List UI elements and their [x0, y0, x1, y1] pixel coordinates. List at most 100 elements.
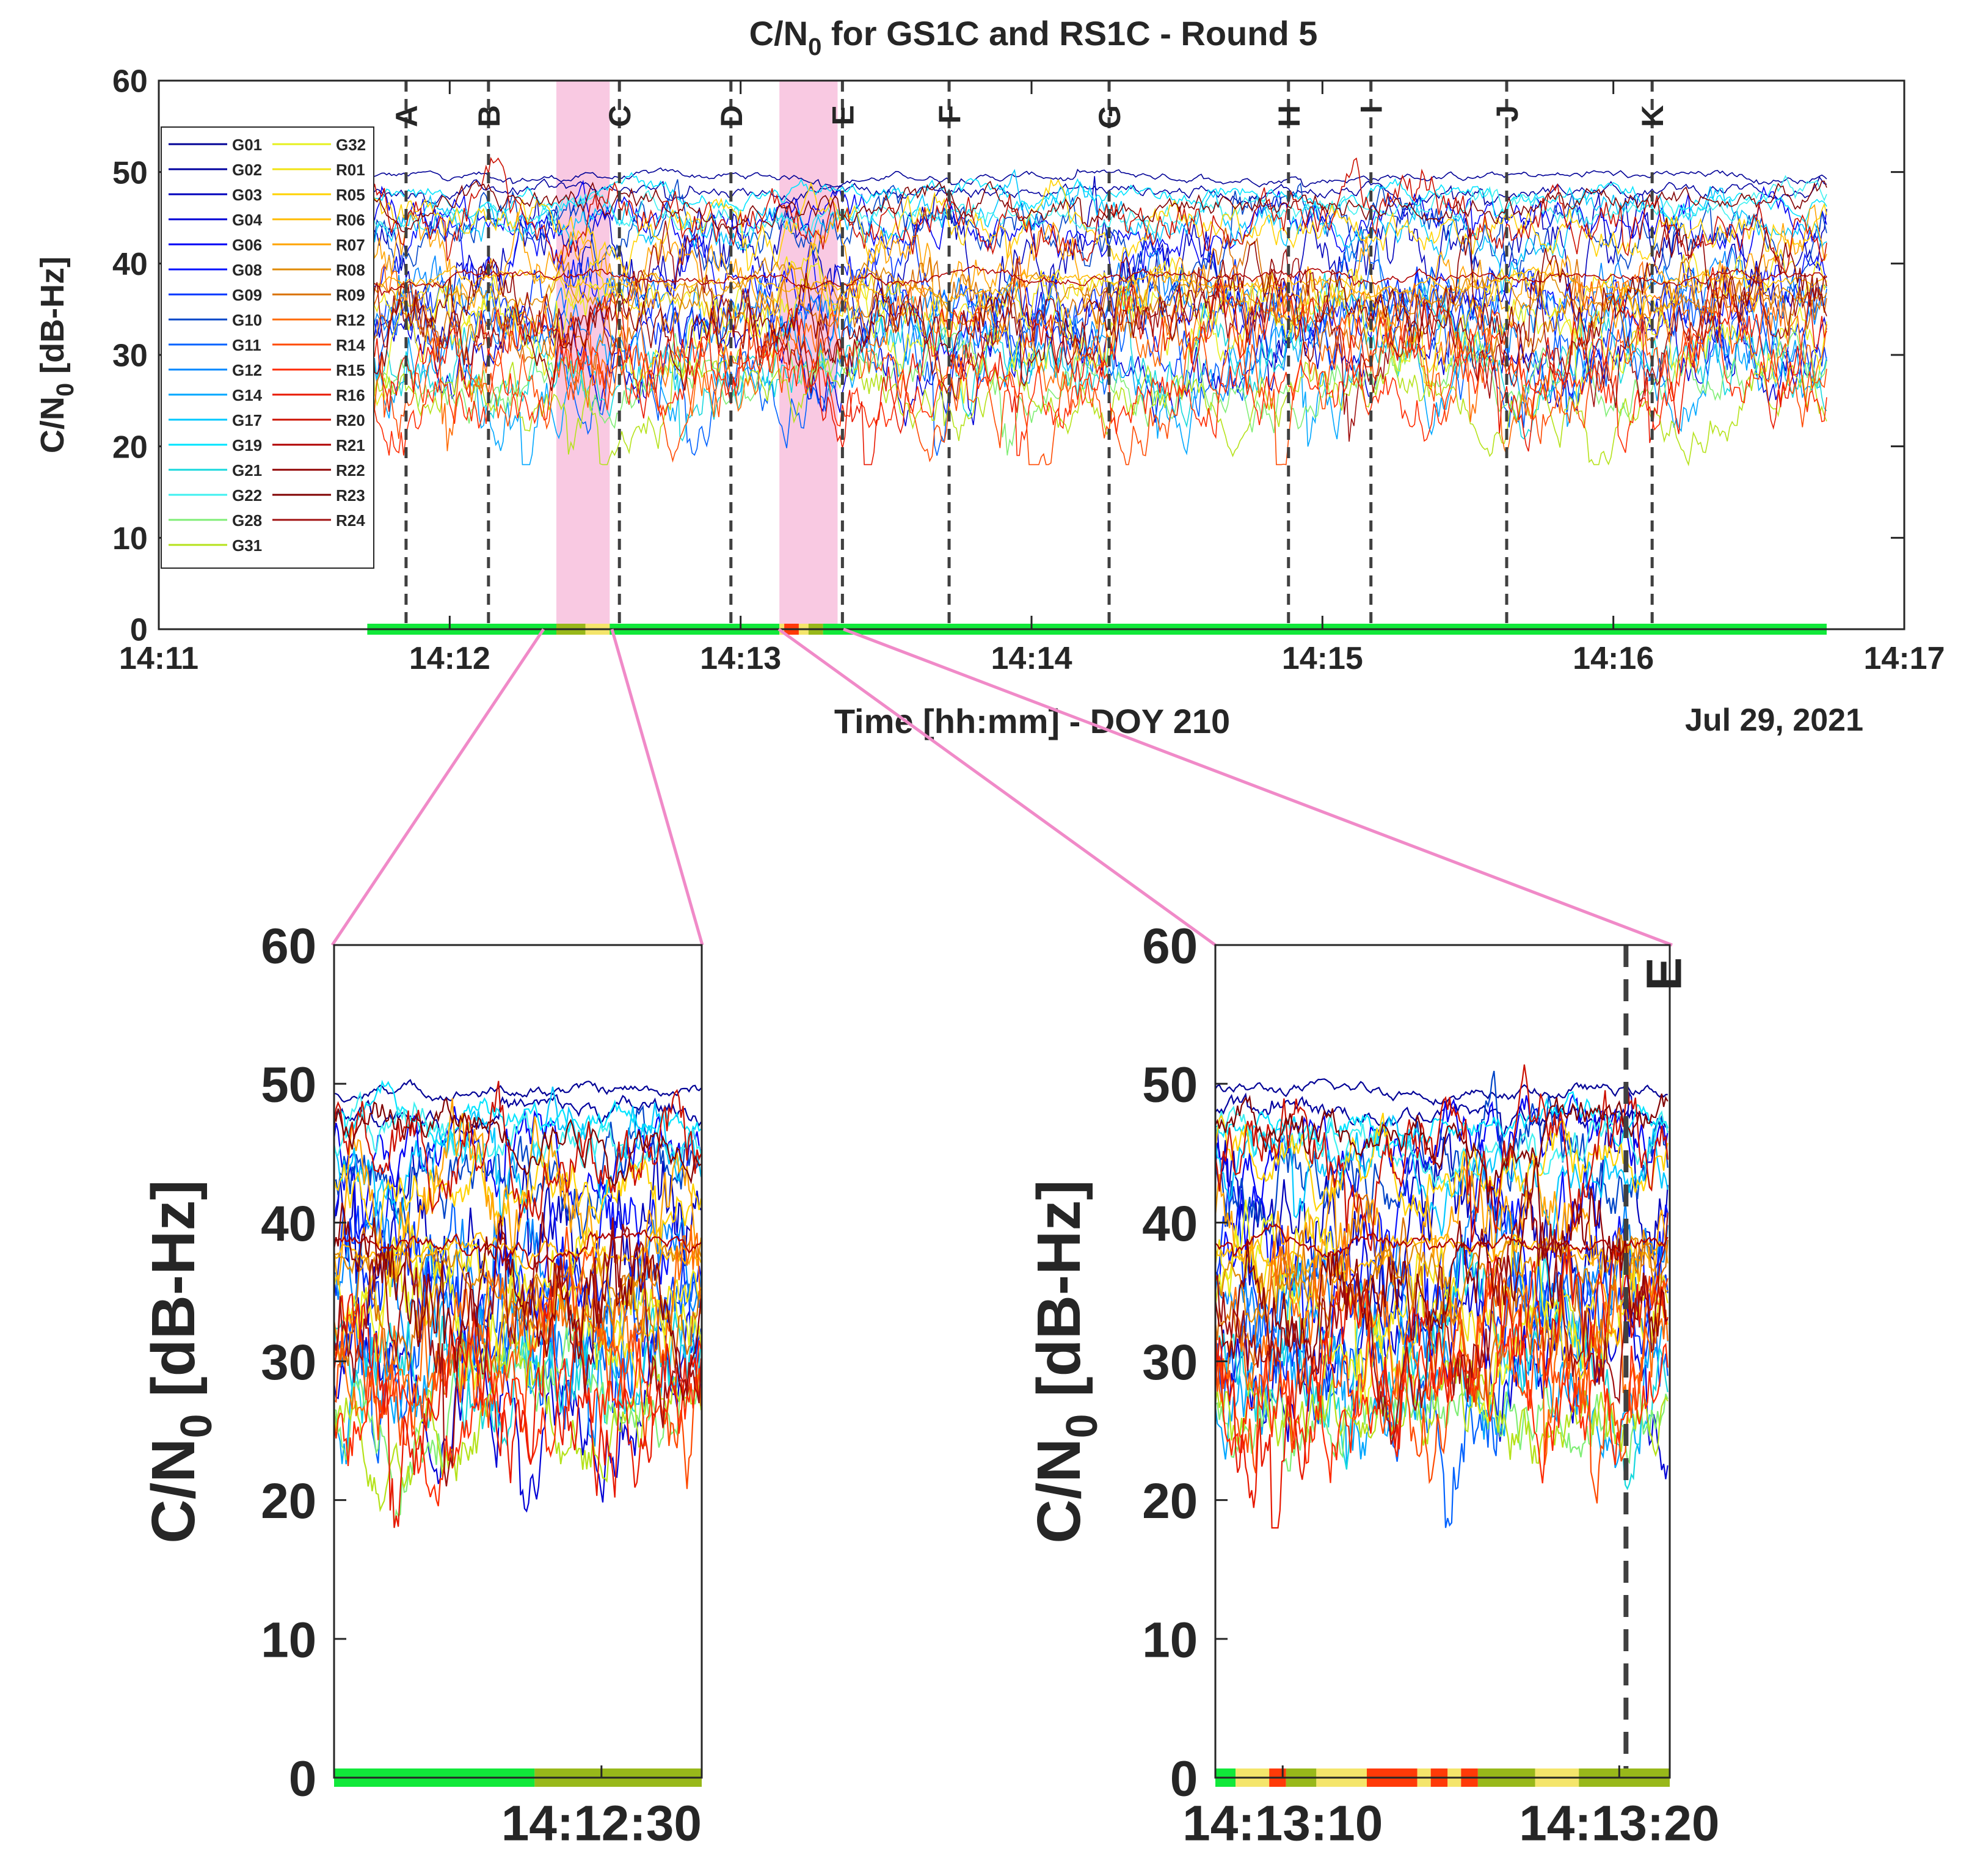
series-line-g02: [334, 1094, 702, 1145]
legend-label: G21: [232, 461, 262, 480]
y-tick-label: 20: [261, 1473, 316, 1529]
y-tick-label: 60: [261, 919, 316, 974]
event-label: D: [715, 105, 749, 127]
y-tick-label: 30: [1142, 1335, 1198, 1390]
y-tick-label: 20: [112, 429, 148, 465]
series-line-r15: [366, 310, 1827, 456]
legend-label: G22: [232, 486, 262, 505]
legend-label: G06: [232, 236, 262, 254]
legend-label: R15: [336, 361, 365, 379]
date-label: Jul 29, 2021: [1685, 703, 1863, 738]
series-line-g01: [334, 1079, 702, 1103]
y-tick-label: 50: [261, 1057, 316, 1113]
y-tick-label: 10: [261, 1612, 316, 1668]
series-line-r15: [334, 1323, 702, 1506]
legend-label: R22: [336, 461, 365, 480]
y-tick-label: 50: [112, 155, 148, 191]
main-series-lines: [366, 156, 1827, 467]
main-axis-ticks: 0 10 20 30 40 50 60 14:11 14:12 14:13 14:14 14:15 14…: [112, 64, 1945, 676]
series-line-r21: [334, 1229, 702, 1271]
y-tick-label: 60: [112, 64, 148, 100]
zoom1-axis-ticks: 0 10 20 30 40 50 60 14:12:30: [261, 919, 702, 1852]
series-line-r12: [366, 256, 1827, 457]
series-line-r09: [334, 1227, 702, 1395]
legend-label: R21: [336, 436, 365, 454]
series-line-r14: [366, 287, 1827, 465]
series-line-g10: [334, 1104, 701, 1240]
series-line-r16: [334, 1288, 702, 1528]
x-tick-label: 14:15: [1282, 641, 1363, 676]
main-ylabel: C/N0 [dB-Hz]: [34, 257, 79, 453]
zoom1-series-lines: [334, 1079, 702, 1528]
series-line-r23: [334, 1097, 702, 1186]
x-tick-label: 14:14: [991, 641, 1072, 676]
legend-label: G14: [232, 386, 263, 404]
series-line-r20: [1215, 1064, 1669, 1251]
y-tick-label: 50: [1142, 1057, 1198, 1113]
event-label: G: [1093, 105, 1127, 129]
x-tick-label: 14:17: [1864, 641, 1945, 676]
legend-label: G03: [232, 186, 262, 204]
legend-label: R23: [336, 486, 365, 505]
series-line-r08: [366, 257, 1827, 326]
series-line-g22: [1215, 1105, 1669, 1190]
zoom2-ylabel: C/N0 [dB-Hz]: [1025, 1180, 1107, 1543]
zoom2-axis-ticks: 0 10 20 30 40 50 60 14:13:10 14:13:20: [1142, 919, 1719, 1852]
connector-line: [777, 627, 1217, 947]
legend: G01 G02 G03 G04 G06 G08 G09 G10 G11 G12 G14 G17 G19 G…: [161, 126, 374, 569]
series-line-g19: [334, 1079, 702, 1146]
event-label: A: [390, 105, 424, 127]
event-label: C: [603, 105, 637, 127]
legend-label: G28: [232, 511, 262, 530]
legend-label: G32: [336, 136, 366, 154]
y-tick-label: 10: [112, 521, 148, 557]
event-label: K: [1636, 105, 1670, 127]
event-label: F: [933, 105, 967, 124]
series-line-r06: [366, 265, 1827, 309]
series-line-r22: [366, 217, 1827, 391]
series-line-r08: [1215, 1233, 1669, 1327]
legend-label: G17: [232, 411, 262, 429]
series-line-g31: [367, 346, 1827, 467]
legend-label: R05: [336, 186, 365, 204]
series-line-r21: [367, 265, 1827, 297]
y-tick-label: 0: [1170, 1751, 1198, 1807]
series-line-r05: [1215, 1112, 1669, 1219]
y-tick-label: 0: [130, 613, 148, 648]
event-label: H: [1272, 105, 1306, 127]
series-line-g17: [1215, 1114, 1669, 1236]
y-tick-label: 40: [261, 1196, 316, 1252]
zoom2-series-lines: [1215, 1064, 1669, 1529]
y-tick-label: 40: [112, 247, 148, 282]
main-event-markers: A B C D E F G H I J K: [390, 81, 1670, 629]
series-line-r16: [1215, 1244, 1669, 1529]
series-line-r07: [1215, 1155, 1669, 1346]
series-line-r20: [334, 1081, 702, 1222]
legend-label: G04: [232, 211, 263, 229]
x-tick-label: 14:12:30: [501, 1796, 702, 1852]
series-line-g22: [366, 175, 1827, 236]
legend-label: R08: [336, 261, 365, 279]
x-tick-label: 14:12: [409, 641, 490, 676]
series-line-g01: [1215, 1078, 1668, 1106]
series-line-r16: [367, 267, 1827, 465]
x-tick-label: 14:13: [700, 641, 781, 676]
x-tick-label: 14:11: [119, 641, 198, 676]
zoom2-event-markers: E: [1623, 945, 1692, 1778]
legend-label: G31: [232, 536, 262, 555]
legend-label: R20: [336, 411, 365, 429]
series-line-r24: [1215, 1172, 1669, 1445]
series-line-g02: [366, 176, 1827, 211]
legend-label: G12: [232, 361, 262, 379]
legend-label: G19: [232, 436, 262, 454]
series-line-r21: [1215, 1222, 1669, 1258]
series-line-r23: [366, 180, 1827, 233]
event-label: J: [1490, 105, 1524, 122]
y-tick-label: 40: [1142, 1196, 1198, 1252]
series-line-g28: [1215, 1375, 1669, 1472]
main-xlabel: Time [hh:mm] - DOY 210: [834, 702, 1230, 740]
legend-label: G11: [232, 336, 261, 354]
event-label: E: [826, 105, 860, 125]
series-line-g03: [1215, 1091, 1669, 1351]
